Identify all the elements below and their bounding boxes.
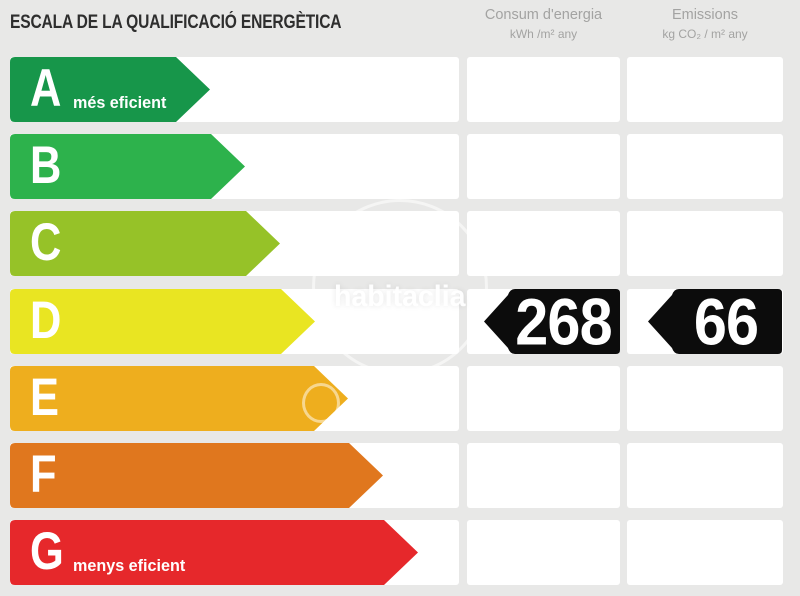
energy-bar-F: F <box>10 443 383 508</box>
energy-bar-shape-D <box>10 289 315 354</box>
bar-annotation-A: més eficient <box>73 93 167 112</box>
scale-row-F: F <box>0 443 800 508</box>
bar-letter-C: C <box>30 212 62 272</box>
row-C-consum-cell <box>467 211 620 276</box>
bar-letter-F: F <box>30 444 57 504</box>
emissions-value: 66 <box>693 283 759 358</box>
row-C-emissions-cell <box>627 211 783 276</box>
energy-bar-shape-A <box>10 57 210 122</box>
energy-bar-E: E <box>10 366 348 431</box>
bar-letter-A: A <box>30 58 62 118</box>
consum-rating-arrow-shape <box>484 289 620 354</box>
row-B-emissions-cell <box>627 134 783 199</box>
energy-bar-C: C <box>10 211 280 276</box>
bar-letter-B: B <box>30 135 62 195</box>
consum-value: 268 <box>515 283 612 358</box>
energy-bar-shape-G <box>10 520 418 585</box>
row-B-consum-cell <box>467 134 620 199</box>
scale-row-C: C <box>0 211 800 276</box>
scale-row-B: B <box>0 134 800 199</box>
energy-bar-B: B <box>10 134 245 199</box>
row-F-emissions-cell <box>627 443 783 508</box>
scale-row-D: D 268 66 <box>0 283 800 358</box>
energy-bar-shape-B <box>10 134 245 199</box>
scale-row-E: E <box>0 366 800 431</box>
bar-letter-D: D <box>30 290 62 350</box>
page-title: ESCALA DE LA QUALIFICACIÓ ENERGÈTICA <box>10 12 342 33</box>
row-F-consum-cell <box>467 443 620 508</box>
energy-bar-shape-E <box>10 366 348 431</box>
row-A-emissions-cell <box>627 57 783 122</box>
bar-annotation-G: menys eficient <box>73 556 186 575</box>
emissions-column-header: Emissions kg CO₂ / m² any <box>627 6 783 42</box>
emissions-rating-arrow: 66 <box>648 283 782 358</box>
bar-letter-G: G <box>30 521 64 581</box>
bar-letter-E: E <box>30 367 59 427</box>
emissions-rating-arrow-shape <box>648 289 782 354</box>
emissions-column-title: Emissions <box>671 7 739 23</box>
consum-column-header: Consum d'energia kWh /m² any <box>467 6 620 42</box>
energy-bar-shape-C <box>10 211 280 276</box>
energy-bar-D: D <box>10 289 315 354</box>
row-E-consum-cell <box>467 366 620 431</box>
row-G-emissions-cell <box>627 520 783 585</box>
emissions-column-units: kg CO₂ / m² any <box>662 27 748 42</box>
consum-column-units: kWh /m² any <box>509 27 578 42</box>
row-E-emissions-cell <box>627 366 783 431</box>
consum-column-title: Consum d'energia <box>484 7 603 23</box>
row-G-consum-cell <box>467 520 620 585</box>
row-A-consum-cell <box>467 57 620 122</box>
energy-bar-shape-F <box>10 443 383 508</box>
consum-rating-arrow: 268 <box>484 283 620 358</box>
